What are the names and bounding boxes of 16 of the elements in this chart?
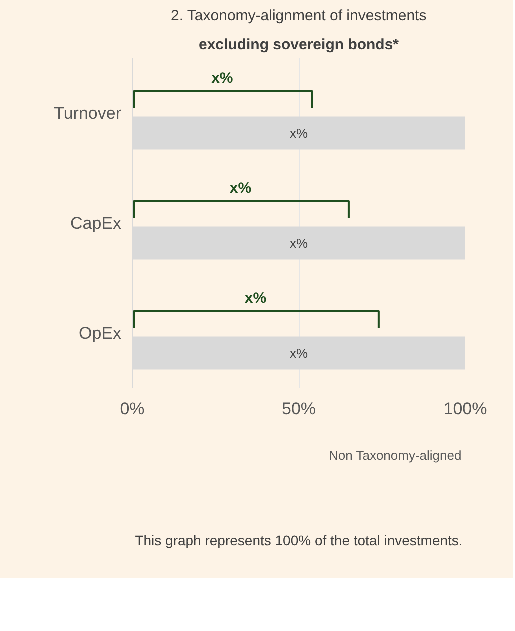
data-label: x% (290, 126, 308, 141)
annotation: x% (212, 70, 234, 88)
x-tick-label: 50% (282, 400, 316, 418)
annotation: x% (244, 290, 267, 308)
text: This graph represents 100% of the total investments. (135, 532, 463, 548)
chart-subtitle: excluding sovereign bonds* (198, 36, 400, 54)
data-label: x% (290, 236, 308, 251)
x-tick-label: 0% (120, 400, 145, 418)
chart-title: 2. Taxonomy-alignment of investments (171, 8, 427, 24)
x-tick-label: 100% (444, 400, 488, 418)
y-tick-label: OpEx (78, 324, 122, 343)
annotation: x% (230, 180, 252, 198)
y-tick-label: Turnover (54, 104, 122, 123)
y-tick-label: CapEx (70, 214, 122, 233)
data-label: x% (290, 346, 308, 361)
text: Non Taxonomy-aligned (329, 448, 462, 463)
